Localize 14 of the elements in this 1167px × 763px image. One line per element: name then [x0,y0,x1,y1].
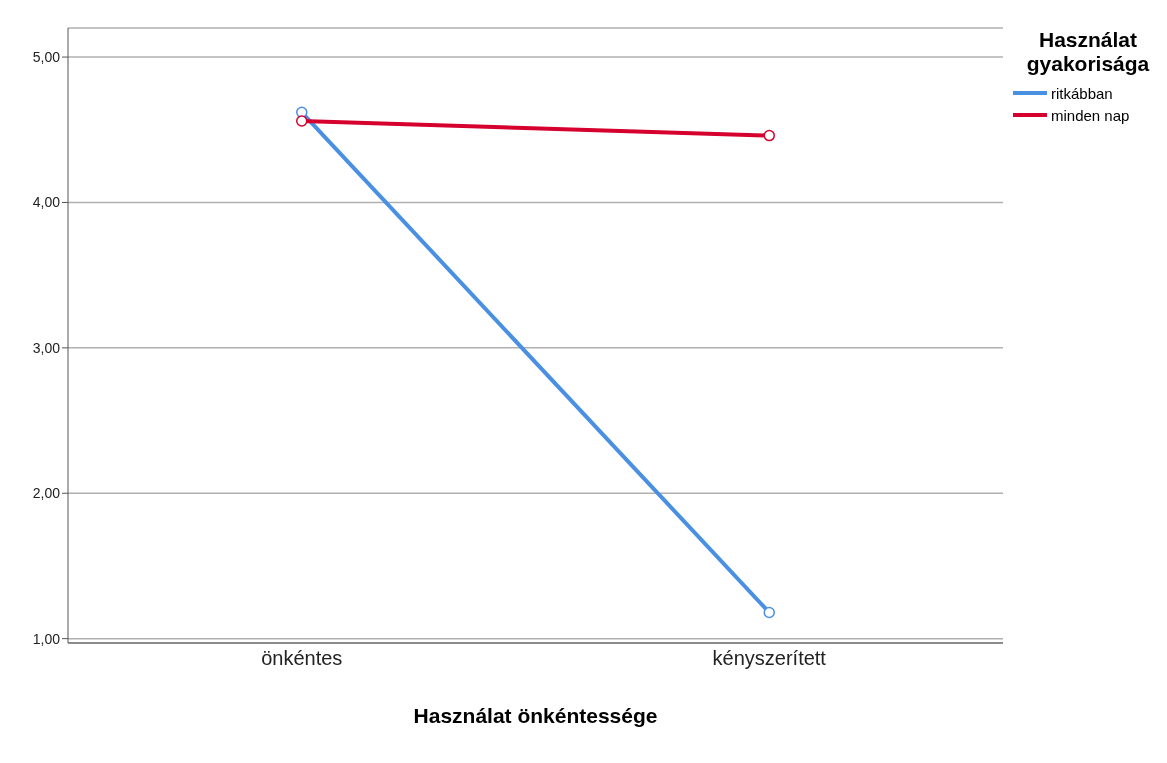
y-tick-label: 4,00 [32,194,61,211]
legend-label: ritkábban [1051,84,1113,102]
y-tick-label: 1,00 [32,630,61,647]
point [763,606,775,619]
legend-label: minden nap [1051,106,1130,124]
y-tick-label: 2,00 [32,485,61,502]
x-axis-title: Használat önkéntessége [413,704,658,727]
point [296,115,308,127]
x-tick-label: kényszerített [712,647,827,670]
y-tick-label: 3,00 [32,339,61,356]
point [763,129,775,142]
y-tick-label: 5,00 [32,49,61,66]
legend-title: Használat gyakorisága [1025,28,1151,76]
x-tick-label: önkéntes [261,647,343,670]
